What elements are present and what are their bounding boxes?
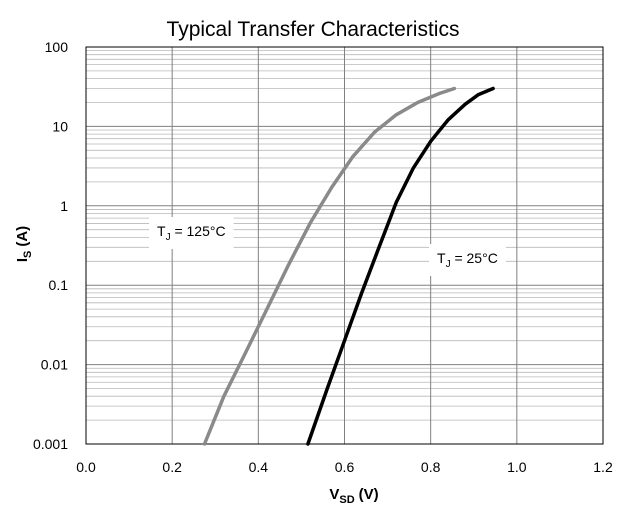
x-axis-label-unit: (V) bbox=[359, 486, 379, 503]
y-tick-label: 10 bbox=[52, 118, 68, 134]
y-tick-label: 0.1 bbox=[49, 277, 69, 293]
annotation-125c-sub: J bbox=[166, 232, 171, 243]
series-line-0 bbox=[202, 86, 457, 446]
y-axis-label-unit: (A) bbox=[14, 226, 31, 247]
x-tick-label: 1.2 bbox=[593, 459, 613, 475]
series-group bbox=[202, 86, 495, 446]
y-tick-label: 0.01 bbox=[41, 357, 68, 373]
x-axis-label-main: V bbox=[329, 486, 339, 503]
x-axis-label-sub: SD bbox=[339, 494, 354, 506]
x-axis-ticks: 0.0 0.2 0.4 0.6 0.8 1.0 1.2 bbox=[76, 459, 613, 475]
annotation-125c: TJ = 125°C bbox=[149, 217, 234, 249]
plot-frame bbox=[85, 46, 604, 445]
series-line-1 bbox=[306, 86, 495, 446]
svg-text:TJ = 125°C: TJ = 125°C bbox=[157, 223, 226, 243]
y-axis-label-sub: S bbox=[22, 251, 34, 258]
annotation-25c-main: T bbox=[437, 250, 446, 266]
annotation-25c-rest: = 25°C bbox=[451, 250, 498, 266]
y-tick-label: 100 bbox=[45, 39, 69, 55]
y-axis-label: IS (A) bbox=[14, 226, 34, 262]
annotation-25c: TJ = 25°C bbox=[429, 244, 506, 276]
x-tick-label: 0.0 bbox=[76, 459, 96, 475]
annotation-25c-sub: J bbox=[446, 259, 451, 270]
y-axis-label-main: I bbox=[14, 258, 31, 262]
chart-title: Typical Transfer Characteristics bbox=[167, 18, 460, 41]
y-tick-label: 0.001 bbox=[33, 436, 68, 452]
x-axis-label: VSD (V) bbox=[329, 486, 378, 506]
x-tick-label: 0.8 bbox=[421, 459, 441, 475]
y-tick-label: 1 bbox=[60, 198, 68, 214]
annotation-125c-rest: = 125°C bbox=[171, 223, 226, 239]
x-tick-label: 0.4 bbox=[249, 459, 269, 475]
x-tick-label: 0.2 bbox=[162, 459, 182, 475]
x-tick-label: 1.0 bbox=[507, 459, 527, 475]
svg-text:TJ = 25°C: TJ = 25°C bbox=[437, 250, 498, 270]
annotation-125c-main: T bbox=[157, 223, 166, 239]
y-axis-ticks: 0.001 0.01 0.1 1 10 100 bbox=[33, 39, 68, 452]
x-tick-label: 0.6 bbox=[335, 459, 355, 475]
